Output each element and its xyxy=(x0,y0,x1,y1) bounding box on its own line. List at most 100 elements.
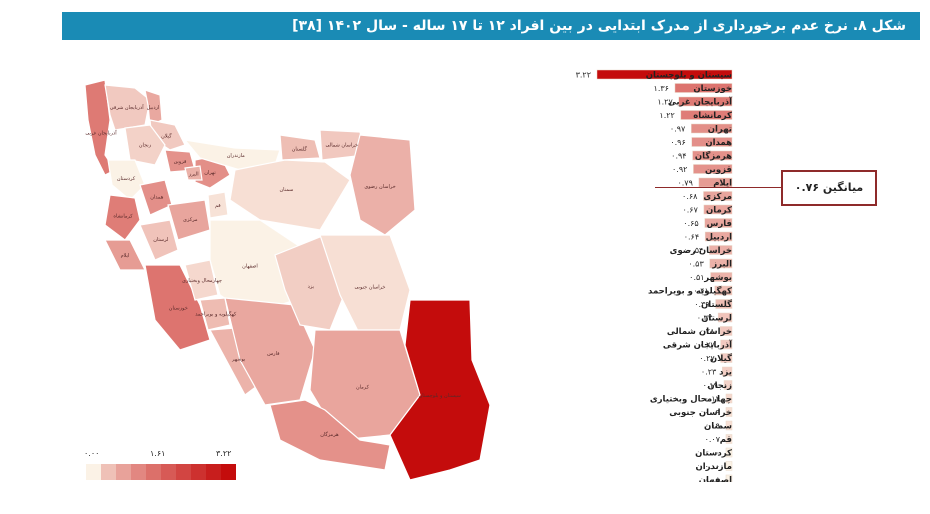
bar-category-label: آذربایجان غربی xyxy=(668,96,733,108)
iran-province-map: آذربایجان غربی آذربایجان شرقی اردبیل گیلان ز… xyxy=(84,79,491,481)
province-label: قم xyxy=(215,203,221,209)
bar-29 xyxy=(725,461,733,471)
color-scale-legend: ۰.۰۰ ۱.۶۱ ۳.۲۲ xyxy=(84,449,236,480)
bar-category-label: لرستان xyxy=(701,314,732,324)
bar-category-label: کرمان xyxy=(706,206,732,216)
province-region xyxy=(207,191,229,219)
bar-value-label: ۰.۵۳ xyxy=(688,260,704,269)
province-label: کرمانشاه xyxy=(113,214,133,220)
average-callout: میانگین ۰.۷۶ xyxy=(781,170,877,206)
bar-24 xyxy=(725,393,733,404)
province-label: خراسان شمالی xyxy=(326,142,359,148)
figure-title: شکل ۸. نرخ عدم برخورداری از مدرک ابتدایی… xyxy=(62,12,920,40)
legend-swatch xyxy=(116,464,131,480)
bar-11 xyxy=(704,218,733,228)
province-label: کهگیلویه و بویراحمد xyxy=(195,310,237,317)
legend-swatch xyxy=(221,464,236,480)
province-region xyxy=(104,194,141,241)
province-label: کردستان xyxy=(117,176,136,182)
bar-value-label: ۰.۹۴ xyxy=(671,152,686,161)
bar-category-label: البرز xyxy=(711,260,732,270)
bar-category-label: کهگیلویه و بویراحمد xyxy=(648,286,732,297)
bar-9 xyxy=(703,191,733,201)
province-region xyxy=(104,239,146,271)
bar-value-label: ۰.۶۵ xyxy=(683,219,698,228)
bar-value-label: ۰.۰۷ xyxy=(705,435,721,444)
bar-category-label: مازندران xyxy=(695,462,732,472)
bar-5 xyxy=(691,137,733,147)
legend-swatch xyxy=(146,464,161,480)
bar-12 xyxy=(704,231,733,242)
bar-22 xyxy=(722,366,733,377)
bar-value-label: ۰.۵۴ xyxy=(688,246,703,255)
province-region xyxy=(124,124,166,166)
bar-category-label: خوزستان xyxy=(693,84,732,94)
province-label: لرستان xyxy=(153,237,169,243)
bar-category-label: قم xyxy=(720,435,732,445)
bar-value-label: ۰.۶۷ xyxy=(682,206,698,215)
bar-category-label: همدان xyxy=(705,138,732,148)
bar-3 xyxy=(680,110,733,120)
province-region xyxy=(269,399,391,471)
bar-category-label: آذربایجان شرقی xyxy=(663,339,733,351)
province-label: قزوین xyxy=(174,159,187,165)
bar-category-label: فارس xyxy=(707,219,732,229)
bar-value-label: ۰.۰۹ xyxy=(705,408,720,417)
bar-value-label: ۰.۰۰ xyxy=(705,462,720,471)
province-region xyxy=(144,264,211,351)
bar-value-label: ۰.۶۴ xyxy=(684,233,699,242)
bar-13 xyxy=(709,245,733,255)
bar-category-label: گیلان xyxy=(710,353,732,364)
bar-category-label: اردبیل xyxy=(706,233,733,243)
legend-swatch xyxy=(101,464,116,480)
bar-category-label: کرمانشاه xyxy=(693,111,732,121)
bar-category-label: تهران xyxy=(708,125,732,135)
province-label: هرمزگان xyxy=(320,431,339,438)
province-region xyxy=(184,165,203,181)
province-label: البرز xyxy=(188,172,199,178)
legend-swatch xyxy=(176,464,191,480)
legend-min-label: ۰.۰۰ xyxy=(84,449,99,458)
bar-category-label: گلستان xyxy=(701,299,732,310)
bar-27 xyxy=(725,434,733,444)
bar-value-label: ۰.۵۱ xyxy=(689,273,704,282)
bar-14 xyxy=(709,258,733,269)
bar-28 xyxy=(725,447,733,458)
province-label: فارس xyxy=(267,351,280,357)
province-label: آذربایجان شرقی xyxy=(110,104,144,111)
bar-2 xyxy=(678,96,733,107)
legend-mid-label: ۱.۶۱ xyxy=(150,449,165,458)
bar-value-label: ۰.۲۷ xyxy=(699,341,715,350)
province-region xyxy=(139,219,179,261)
bar-category-label: کردستان xyxy=(695,449,732,459)
bar-category-label: بوشهر xyxy=(703,273,732,283)
province-label: مرکزی xyxy=(183,217,198,223)
bar-category-label: خراسان شمالی xyxy=(667,327,732,337)
bar-15 xyxy=(710,272,733,282)
province-label: سمنان xyxy=(280,187,294,193)
bar-category-label: یزد xyxy=(719,368,732,378)
bar-value-label: ۰.۹۷ xyxy=(670,125,686,134)
legend-swatch xyxy=(206,464,221,480)
bar-30 xyxy=(725,474,733,482)
legend-max-label: ۳.۲۲ xyxy=(216,449,231,458)
province-label: زنجان xyxy=(139,143,152,149)
bar-value-label: ۳.۲۲ xyxy=(576,71,591,80)
bar-value-label: ۰.۲۸ xyxy=(699,327,715,336)
province-region xyxy=(389,299,491,481)
bar-category-label: اصفهان xyxy=(699,476,732,483)
bar-value-label: ۱.۲۷ xyxy=(657,98,673,107)
bar-category-label: هرمزگان xyxy=(695,151,732,162)
legend-swatch xyxy=(86,464,101,480)
province-label: گیلان xyxy=(161,133,172,140)
bar-4 xyxy=(691,123,733,134)
province-label: تهران xyxy=(204,170,216,176)
bar-10 xyxy=(703,204,733,215)
bar-17 xyxy=(715,299,733,309)
bar-category-label: سیستان و بلوچستان xyxy=(646,71,732,81)
bar-category-label: سمنان xyxy=(704,422,732,432)
legend-swatch xyxy=(161,464,176,480)
province-label: سیستان و بلوچستان xyxy=(419,393,461,399)
bar-value-label: ۰.۹۶ xyxy=(670,138,685,147)
